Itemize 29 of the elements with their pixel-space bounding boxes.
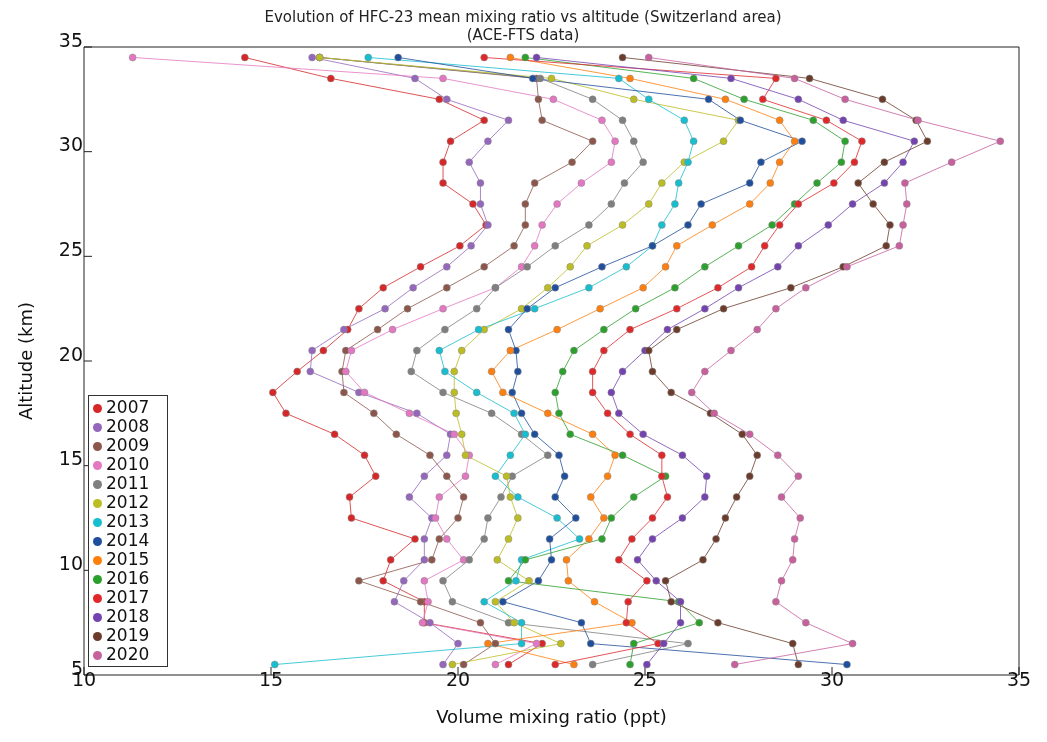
legend-label: 2016 [106, 568, 150, 588]
legend-label: 2017 [106, 587, 150, 607]
legend-label: 2007 [106, 397, 150, 417]
x-tick-label: 30 [819, 668, 845, 691]
y-axis-title: Altitude (km) [15, 301, 37, 421]
legend-label: 2020 [106, 644, 150, 664]
legend-label: 2014 [106, 530, 150, 550]
chart-subtitle: (ACE-FTS data) [466, 26, 580, 44]
y-tick-label: 35 [58, 28, 83, 51]
y-tick-label: 30 [58, 133, 83, 156]
legend-label: 2012 [106, 492, 150, 512]
legend-label: 2011 [106, 473, 150, 493]
y-tick-label: 20 [58, 342, 83, 365]
x-tick-label: 35 [1006, 668, 1032, 691]
x-tick-label: 15 [258, 668, 284, 691]
y-tick-label: 25 [58, 238, 83, 261]
x-tick-label: 20 [445, 668, 471, 691]
y-tick-label: 15 [58, 447, 83, 470]
legend-label: 2015 [106, 549, 150, 569]
y-tick-label: 10 [58, 552, 83, 575]
legend-label: 2019 [106, 625, 150, 645]
x-tick-label: 25 [632, 668, 658, 691]
chart-title: Evolution of HFC-23 mean mixing ratio vs altitude (Switzerland area) [263, 8, 783, 26]
legend-label: 2008 [106, 416, 150, 436]
legend-label: 2013 [106, 511, 150, 531]
legend-label: 2018 [106, 606, 150, 626]
x-axis-title: Volume mixing ratio (ppt) [436, 706, 667, 727]
legend-label: 2010 [106, 454, 150, 474]
legend-label: 2009 [106, 435, 150, 455]
